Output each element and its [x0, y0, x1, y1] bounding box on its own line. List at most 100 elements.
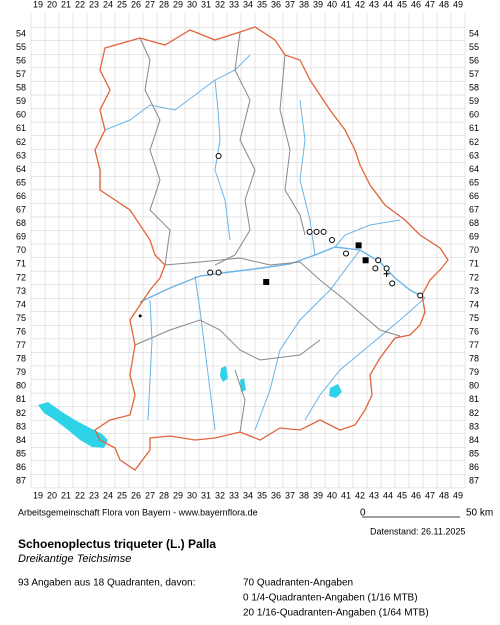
row-label: 86 [16, 462, 26, 472]
column-label: 24 [103, 0, 113, 9]
row-label: 58 [469, 83, 479, 93]
column-label: 27 [145, 0, 155, 9]
record-circle [306, 228, 313, 235]
river-regnitz [214, 79, 231, 241]
column-label: 49 [453, 0, 463, 9]
column-label: 20 [47, 0, 57, 9]
column-label: 20 [47, 490, 57, 500]
row-label: 67 [16, 205, 26, 215]
row-label: 73 [469, 286, 479, 296]
scale-start: 0 [360, 508, 366, 519]
record-circle [215, 269, 222, 276]
column-label: 36 [271, 0, 281, 9]
row-label: 82 [469, 408, 479, 418]
district-border [164, 257, 401, 337]
column-label: 44 [383, 0, 393, 9]
column-label: 36 [271, 490, 281, 500]
record-circle [343, 250, 349, 257]
district-border [214, 31, 256, 266]
column-label: 29 [173, 490, 183, 500]
row-label: 64 [16, 164, 26, 174]
column-label: 34 [243, 0, 253, 9]
river-iller [147, 299, 153, 421]
row-label: 68 [16, 218, 26, 228]
column-label: 22 [75, 490, 85, 500]
lake [329, 384, 342, 398]
row-label: 56 [469, 55, 479, 65]
scale-end: 50 km [466, 508, 493, 519]
state-border [94, 26, 449, 471]
row-label: 54 [469, 28, 479, 38]
row-label: 62 [469, 137, 479, 147]
rivers [104, 54, 426, 431]
row-label: 71 [469, 259, 479, 269]
river-danube [139, 246, 426, 303]
column-label: 40 [327, 0, 337, 9]
column-label: 39 [313, 0, 323, 9]
row-label: 85 [16, 448, 26, 458]
column-label: 44 [383, 490, 393, 500]
record-circle [313, 228, 320, 235]
column-label: 23 [89, 490, 99, 500]
row-label: 78 [16, 354, 26, 364]
column-label: 29 [173, 0, 183, 9]
record-dot [138, 314, 142, 318]
row-label: 58 [16, 83, 26, 93]
district-border [139, 37, 171, 266]
row-label: 57 [469, 69, 479, 79]
species: Schoenoplectus triqueter (L.) Palla [18, 537, 216, 551]
row-label: 83 [16, 421, 26, 431]
row-label: 70 [16, 245, 26, 255]
column-label: 19 [33, 490, 43, 500]
column-label: 27 [145, 490, 155, 500]
lake-constance [38, 402, 108, 448]
record-circle [207, 269, 214, 276]
column-label: 21 [61, 490, 71, 500]
column-label: 43 [369, 0, 379, 9]
column-label: 43 [369, 490, 379, 500]
row-label: 77 [469, 340, 479, 350]
row-label: 78 [469, 354, 479, 364]
row-label: 82 [16, 408, 26, 418]
column-label: 46 [411, 0, 421, 9]
column-label: 28 [159, 0, 169, 9]
column-label: 24 [103, 490, 113, 500]
column-label: 21 [61, 0, 71, 9]
row-label: 71 [16, 259, 26, 269]
column-label: 23 [89, 0, 99, 9]
row-label: 73 [16, 286, 26, 296]
row-label: 55 [469, 42, 479, 52]
column-label: 35 [257, 0, 267, 9]
river-regen [334, 219, 401, 248]
column-label: 45 [397, 0, 407, 9]
district-border [279, 54, 306, 236]
row-label: 61 [469, 123, 479, 133]
column-label: 22 [75, 0, 85, 9]
column-label: 37 [285, 0, 295, 9]
column-label: 38 [299, 490, 309, 500]
column-label: 33 [229, 0, 239, 9]
row-label: 59 [16, 96, 26, 106]
records [138, 152, 424, 318]
row-label: 75 [469, 313, 479, 323]
stat: 70 Quadranten-Angaben [243, 578, 353, 589]
row-label: 70 [469, 245, 479, 255]
river-inn [304, 297, 426, 421]
row-label: 77 [16, 340, 26, 350]
grid: 19 19 20 20 21 21 22 22 23 23 24 24 25 25 26 26 27 27 28 28… [16, 0, 479, 500]
column-label: 30 [187, 0, 197, 9]
record-circle [215, 152, 222, 159]
row-label: 67 [469, 205, 479, 215]
column-label: 42 [355, 0, 365, 9]
row-label: 63 [469, 150, 479, 160]
column-label: 38 [299, 0, 309, 9]
lake [240, 378, 246, 392]
column-label: 37 [285, 490, 295, 500]
record-circle [329, 236, 335, 243]
column-label: 33 [229, 490, 239, 500]
column-label: 47 [425, 490, 435, 500]
record-circle [417, 292, 424, 299]
row-label: 75 [16, 313, 26, 323]
summary: 93 Angaben aus 18 Quadranten, davon: [18, 578, 195, 589]
